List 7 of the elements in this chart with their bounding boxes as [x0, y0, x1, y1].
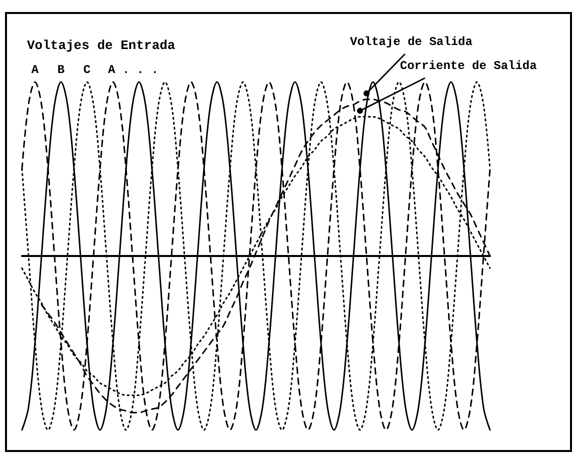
text: A . . .	[108, 63, 158, 77]
series-label: C	[83, 63, 91, 77]
series-label: B	[57, 63, 65, 77]
chart-title: Voltajes de Entrada	[27, 38, 176, 53]
text: Corriente de Salida	[400, 59, 537, 73]
text: Voltaje de Salida	[350, 35, 472, 49]
series-label: A	[31, 63, 40, 77]
